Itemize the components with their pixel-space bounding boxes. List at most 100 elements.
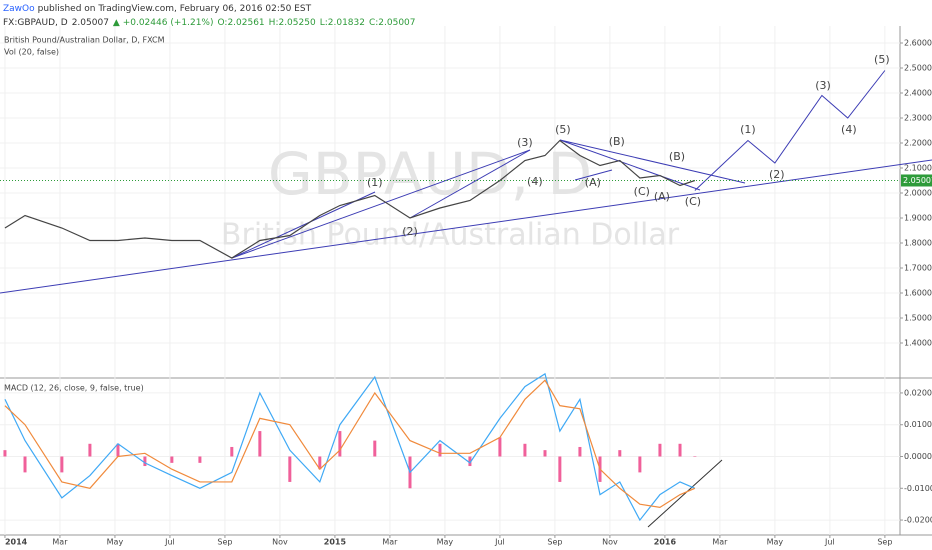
histogram-bar <box>318 456 322 470</box>
watermark-symbol: GBPAUD, D <box>268 140 592 208</box>
wave-label: (B) <box>669 150 685 163</box>
histogram-bar <box>88 443 92 457</box>
y-tick-label: 2.40000 <box>904 89 932 98</box>
histogram-bar <box>438 443 442 457</box>
panel-title: British Pound/Australian Dollar, D, FXCM <box>4 36 165 45</box>
watermark: GBPAUD, D British Pound/Australian Dolla… <box>221 140 680 252</box>
trendline <box>559 139 746 184</box>
wave-label: (5) <box>874 53 890 66</box>
high: H:2.05250 <box>268 18 316 28</box>
histogram-bar <box>523 443 527 457</box>
last-price-label: 2.05007 <box>903 176 932 185</box>
x-tick-label: Jul <box>494 538 505 547</box>
histogram-bar <box>373 440 377 457</box>
last-price-tag <box>901 174 932 187</box>
header: ZawOo published on TradingView.com, Febru… <box>3 2 420 30</box>
x-tick-label: May <box>107 538 124 547</box>
projection-line <box>694 70 886 191</box>
open: O:2.02561 <box>217 18 265 28</box>
histogram-bar <box>338 431 342 457</box>
histogram-bar <box>578 446 582 457</box>
histogram-bar <box>230 446 234 457</box>
x-tick-label: Mar <box>382 538 398 547</box>
panel-title: MACD (12, 26, close, 9, false, true) <box>4 384 144 393</box>
trendline <box>647 459 723 528</box>
x-tick-label: May <box>767 538 784 547</box>
y-tick-label: 1.50000 <box>904 314 932 323</box>
x-tick-label: Jul <box>824 538 835 547</box>
y-tick-label: 0.0200 <box>904 388 932 397</box>
x-tick-label: Sep <box>877 538 892 547</box>
y-tick-label: 0.0000 <box>904 452 932 461</box>
price-line <box>4 139 696 259</box>
histogram-bar <box>543 450 547 457</box>
x-tick-label: Nov <box>602 538 618 547</box>
histogram-bar <box>3 450 7 457</box>
x-tick-label: Sep <box>547 538 562 547</box>
price: 2.05007 <box>71 18 109 28</box>
x-tick-label: Jul <box>164 538 175 547</box>
histogram-bar <box>60 456 64 473</box>
y-tick-label: 1.70000 <box>904 264 932 273</box>
histogram-bar <box>258 431 262 457</box>
wave-label: (1) <box>367 176 383 189</box>
y-tick-label: 1.60000 <box>904 289 932 298</box>
trendline <box>0 159 932 294</box>
wave-label: (A) <box>654 190 670 203</box>
histogram-bar <box>170 456 174 463</box>
y-tick-label: 2.20000 <box>904 139 932 148</box>
y-tick-label: 2.50000 <box>904 64 932 73</box>
x-tick-label: Nov <box>272 538 288 547</box>
x-tick-label: Sep <box>217 538 232 547</box>
axis-bg <box>900 26 932 550</box>
histogram-bar <box>678 443 682 457</box>
symbol: FX:GBPAUD, D <box>3 18 68 28</box>
macd-line <box>4 379 696 508</box>
y-tick-label: 1.40000 <box>904 339 932 348</box>
histogram-bar <box>288 456 292 482</box>
histogram-bar <box>198 456 202 463</box>
wave-label: (5) <box>555 123 571 136</box>
x-tick-label: 2014 <box>5 538 28 547</box>
trendline <box>231 191 376 259</box>
histogram-bar <box>618 450 622 457</box>
wave-label: (1) <box>740 123 756 136</box>
x-tick-label: 2015 <box>324 538 347 547</box>
watermark-name: British Pound/Australian Dollar <box>221 218 680 253</box>
histogram-bar <box>638 456 642 473</box>
change: ▲ +0.02446 (+1.21%) <box>112 18 214 28</box>
histogram-bar <box>558 456 562 482</box>
wave-label: (3) <box>517 136 533 149</box>
histogram-bar <box>498 437 502 457</box>
y-tick-label: 2.60000 <box>904 39 932 48</box>
histogram-bar <box>116 443 120 457</box>
author[interactable]: ZawOo <box>3 4 35 14</box>
histogram-bar <box>143 456 147 467</box>
wave-label: (A) <box>585 176 601 189</box>
trendline <box>574 169 613 181</box>
y-tick-label: 1.80000 <box>904 239 932 248</box>
y-tick-label: 0.0100 <box>904 420 932 429</box>
y-tick-label: 2.30000 <box>904 114 932 123</box>
y-tick-label: -0.0200 <box>904 516 932 525</box>
published: published on TradingView.com, February 0… <box>37 4 312 14</box>
y-tick-label: 2.10000 <box>904 164 932 173</box>
histogram-bar <box>693 456 697 457</box>
low: L:2.01832 <box>319 18 365 28</box>
trendlines <box>0 139 932 528</box>
wave-label: (4) <box>841 123 857 136</box>
wave-label: (4) <box>527 175 543 188</box>
trendline <box>409 149 531 219</box>
histogram-bar <box>658 443 662 457</box>
histogram-bar <box>23 456 27 473</box>
wave-label: (C) <box>685 195 701 208</box>
x-tick-label: Mar <box>52 538 68 547</box>
close: C:2.05007 <box>368 18 416 28</box>
y-tick-label: 1.90000 <box>904 214 932 223</box>
trendline <box>559 139 701 191</box>
x-tick-label: 2016 <box>654 538 677 547</box>
x-tick-label: Mar <box>712 538 728 547</box>
histogram-bar <box>468 456 472 467</box>
